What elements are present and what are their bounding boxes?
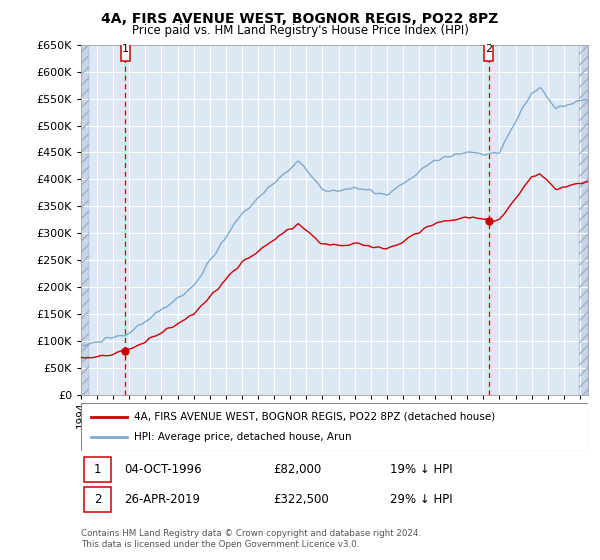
Text: £322,500: £322,500 — [274, 493, 329, 506]
FancyBboxPatch shape — [83, 457, 112, 482]
Text: 19% ↓ HPI: 19% ↓ HPI — [390, 463, 453, 476]
Text: 04-OCT-1996: 04-OCT-1996 — [124, 463, 202, 476]
Polygon shape — [81, 45, 89, 395]
Text: Contains HM Land Registry data © Crown copyright and database right 2024.
This d: Contains HM Land Registry data © Crown c… — [81, 529, 421, 549]
Text: 29% ↓ HPI: 29% ↓ HPI — [390, 493, 453, 506]
Text: 1: 1 — [94, 463, 101, 476]
FancyBboxPatch shape — [121, 38, 130, 61]
Text: 26-APR-2019: 26-APR-2019 — [124, 493, 200, 506]
Text: £82,000: £82,000 — [274, 463, 322, 476]
Text: 2: 2 — [485, 44, 492, 54]
Text: 2: 2 — [94, 493, 101, 506]
FancyBboxPatch shape — [81, 403, 588, 451]
Text: 4A, FIRS AVENUE WEST, BOGNOR REGIS, PO22 8PZ: 4A, FIRS AVENUE WEST, BOGNOR REGIS, PO22… — [101, 12, 499, 26]
Text: 1: 1 — [122, 44, 129, 54]
Text: Price paid vs. HM Land Registry's House Price Index (HPI): Price paid vs. HM Land Registry's House … — [131, 24, 469, 37]
FancyBboxPatch shape — [484, 38, 493, 61]
Text: HPI: Average price, detached house, Arun: HPI: Average price, detached house, Arun — [134, 432, 352, 442]
Polygon shape — [578, 45, 588, 395]
Text: 4A, FIRS AVENUE WEST, BOGNOR REGIS, PO22 8PZ (detached house): 4A, FIRS AVENUE WEST, BOGNOR REGIS, PO22… — [134, 412, 496, 422]
FancyBboxPatch shape — [83, 487, 112, 512]
